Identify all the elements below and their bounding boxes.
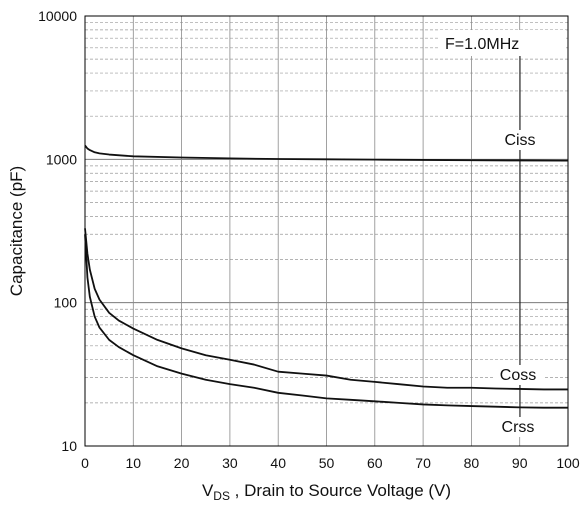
x-tick-label: 60 — [367, 455, 383, 471]
series-line-coss — [84, 228, 568, 391]
x-tick-label: 40 — [270, 455, 286, 471]
series-label-coss: Coss — [500, 367, 536, 384]
series-label-ciss: Ciss — [504, 132, 535, 149]
frequency-annotation-background — [438, 30, 566, 56]
series-label-background — [493, 417, 543, 437]
y-axis-title: Capacitance (pF) — [7, 166, 26, 296]
x-axis-title: VDS , Drain to Source Voltage (V) — [202, 481, 451, 503]
x-tick-label: 80 — [464, 455, 480, 471]
x-tick-label: 30 — [222, 455, 238, 471]
y-tick-label: 10000 — [38, 8, 77, 24]
x-tick-label: 50 — [319, 455, 335, 471]
y-tick-label: 100 — [54, 295, 78, 311]
y-tick-label: 10 — [61, 438, 77, 454]
y-tick-labels: 10 100 1000 10000 — [38, 8, 77, 454]
frequency-annotation: F=1.0MHz — [445, 36, 519, 53]
series-label-background — [495, 130, 545, 150]
x-tick-label: 10 — [126, 455, 142, 471]
x-axis-title-subscript: DS — [213, 489, 230, 503]
x-tick-label: 0 — [81, 455, 89, 471]
y-tick-label: 1000 — [46, 151, 77, 167]
series-label-background — [493, 365, 543, 385]
series-line-crss — [84, 234, 568, 409]
x-axis-title-rest: , Drain to Source Voltage (V) — [230, 481, 451, 500]
x-tick-label: 70 — [415, 455, 431, 471]
x-tick-label: 90 — [512, 455, 528, 471]
x-tick-label: 100 — [556, 455, 580, 471]
series-line-ciss — [84, 144, 569, 162]
x-tick-labels: 0 10 20 30 40 50 60 70 80 90 100 — [81, 455, 580, 471]
series-label-crss: Crss — [502, 419, 535, 436]
x-axis-title-main: V — [202, 481, 214, 500]
x-tick-label: 20 — [174, 455, 190, 471]
series-group: Ciss Coss Crss — [84, 55, 569, 437]
